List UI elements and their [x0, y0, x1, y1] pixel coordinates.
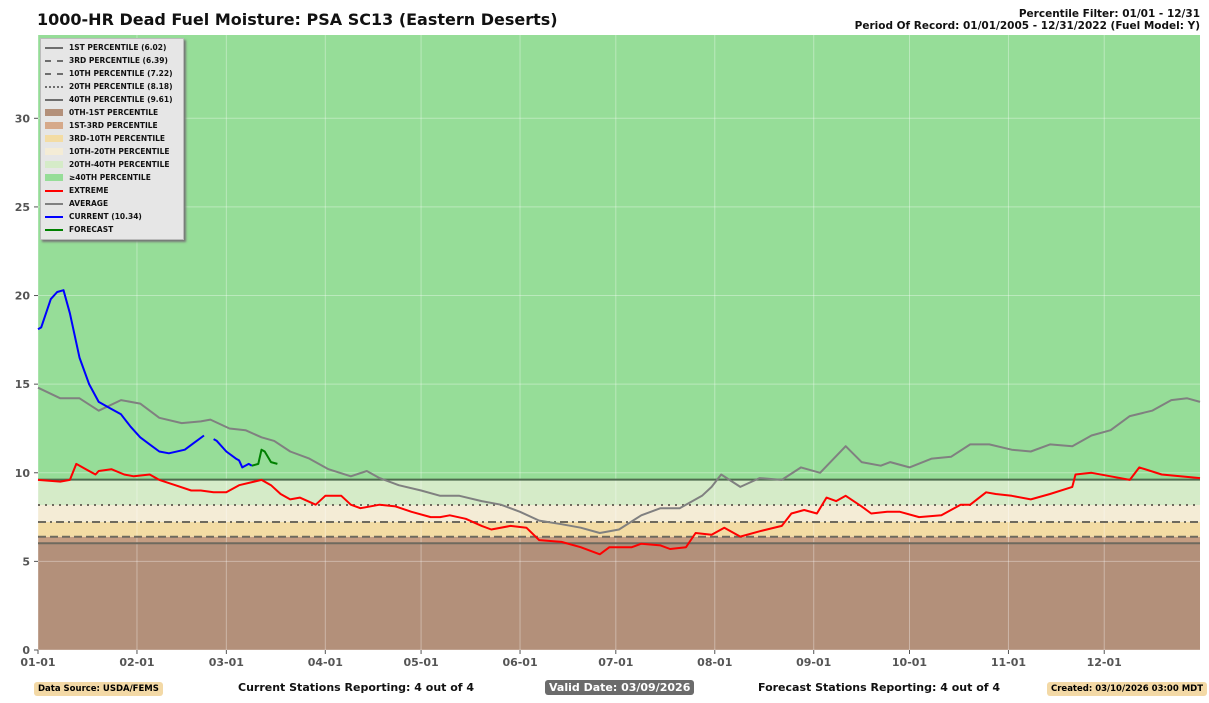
- legend-patch-icon: [45, 109, 63, 116]
- y-tick-label: 30: [15, 112, 31, 125]
- legend-line-icon: [45, 72, 63, 75]
- legend-patch-icon: [45, 148, 63, 155]
- y-tick-label: 20: [15, 290, 31, 303]
- legend-item: FORECAST: [41, 223, 183, 236]
- legend-label: 0TH-1ST PERCENTILE: [69, 108, 159, 117]
- legend-item: 40TH PERCENTILE (9.61): [41, 93, 183, 106]
- legend-label: FORECAST: [69, 225, 114, 234]
- chart-title: 1000-HR Dead Fuel Moisture: PSA SC13 (Ea…: [37, 10, 558, 29]
- x-tick-label: 12-01: [1087, 656, 1122, 669]
- created-badge: Created: 03/10/2026 03:00 MDT: [1047, 682, 1208, 696]
- x-tick-label: 02-01: [119, 656, 154, 669]
- y-tick-label: 25: [15, 201, 30, 214]
- valid-date-badge: Valid Date: 03/09/2026: [545, 680, 695, 695]
- series-forecast: [251, 448, 278, 467]
- legend-item: CURRENT (10.34): [41, 210, 183, 223]
- band-1: [38, 536, 1200, 544]
- period-of-record: Period Of Record: 01/01/2005 - 12/31/202…: [854, 20, 1200, 32]
- legend-label: 1ST PERCENTILE (6.02): [69, 43, 167, 52]
- x-tick-label: 07-01: [598, 656, 633, 669]
- legend-label: 1ST-3RD PERCENTILE: [69, 121, 158, 130]
- legend-item: 3RD-10TH PERCENTILE: [41, 132, 183, 145]
- legend-label: 10TH-20TH PERCENTILE: [69, 147, 170, 156]
- x-tick-label: 08-01: [697, 656, 732, 669]
- band-4: [38, 479, 1200, 506]
- legend-label: 3RD-10TH PERCENTILE: [69, 134, 166, 143]
- legend-item: 20TH PERCENTILE (8.18): [41, 80, 183, 93]
- y-tick-label: 15: [15, 378, 30, 391]
- legend-label: EXTREME: [69, 186, 109, 195]
- legend-line-icon: [45, 85, 63, 88]
- legend-line-icon: [45, 189, 63, 192]
- legend-item: 10TH-20TH PERCENTILE: [41, 145, 183, 158]
- legend-patch-icon: [45, 161, 63, 168]
- forecast-stations-text: Forecast Stations Reporting: 4 out of 4: [758, 681, 1001, 694]
- series-current: [37, 289, 253, 469]
- x-tick-label: 01-01: [20, 656, 55, 669]
- current-stations-text: Current Stations Reporting: 4 out of 4: [238, 681, 475, 694]
- legend-item: 1ST-3RD PERCENTILE: [41, 119, 183, 132]
- legend-line-icon: [45, 46, 63, 49]
- legend-label: 20TH-40TH PERCENTILE: [69, 160, 170, 169]
- legend-item: EXTREME: [41, 184, 183, 197]
- x-tick-label: 05-01: [403, 656, 438, 669]
- band-3: [38, 505, 1200, 523]
- legend-item: 3RD PERCENTILE (6.39): [41, 54, 183, 67]
- legend-patch-icon: [45, 122, 63, 129]
- percentile-filter: Percentile Filter: 01/01 - 12/31: [1018, 8, 1200, 20]
- x-tick-label: 09-01: [796, 656, 831, 669]
- legend-item: AVERAGE: [41, 197, 183, 210]
- legend-line-icon: [45, 202, 63, 205]
- legend-label: ≥40TH PERCENTILE: [69, 173, 151, 182]
- legend-item: 10TH PERCENTILE (7.22): [41, 67, 183, 80]
- legend-item: ≥40TH PERCENTILE: [41, 171, 183, 184]
- x-tick-label: 11-01: [991, 656, 1026, 669]
- data-source-badge: Data Source: USDA/FEMS: [34, 682, 163, 696]
- legend-patch-icon: [45, 135, 63, 142]
- series-extreme: [37, 462, 1201, 556]
- legend-label: 40TH PERCENTILE (9.61): [69, 95, 173, 104]
- legend-line-icon: [45, 228, 63, 231]
- legend-item: 0TH-1ST PERCENTILE: [41, 106, 183, 119]
- y-tick-label: 10: [15, 467, 31, 480]
- band-5: [38, 35, 1200, 480]
- x-tick-label: 10-01: [892, 656, 927, 669]
- x-tick-label: 06-01: [502, 656, 537, 669]
- x-tick-label: 04-01: [308, 656, 343, 669]
- legend-label: CURRENT (10.34): [69, 212, 142, 221]
- legend-line-icon: [45, 98, 63, 101]
- legend-label: AVERAGE: [69, 199, 109, 208]
- y-tick-label: 5: [22, 555, 30, 568]
- legend-line-icon: [45, 215, 63, 218]
- legend-line-icon: [45, 59, 63, 62]
- legend-label: 10TH PERCENTILE (7.22): [69, 69, 173, 78]
- legend: 1ST PERCENTILE (6.02) 3RD PERCENTILE (6.3…: [40, 38, 184, 240]
- legend-item: 20TH-40TH PERCENTILE: [41, 158, 183, 171]
- band-0: [38, 543, 1200, 650]
- series-average: [37, 386, 1201, 534]
- y-tick-label: 0: [22, 644, 30, 657]
- legend-label: 3RD PERCENTILE (6.39): [69, 56, 168, 65]
- legend-patch-icon: [45, 174, 63, 181]
- legend-item: 1ST PERCENTILE (6.02): [41, 41, 183, 54]
- legend-label: 20TH PERCENTILE (8.18): [69, 82, 173, 91]
- x-tick-label: 03-01: [209, 656, 244, 669]
